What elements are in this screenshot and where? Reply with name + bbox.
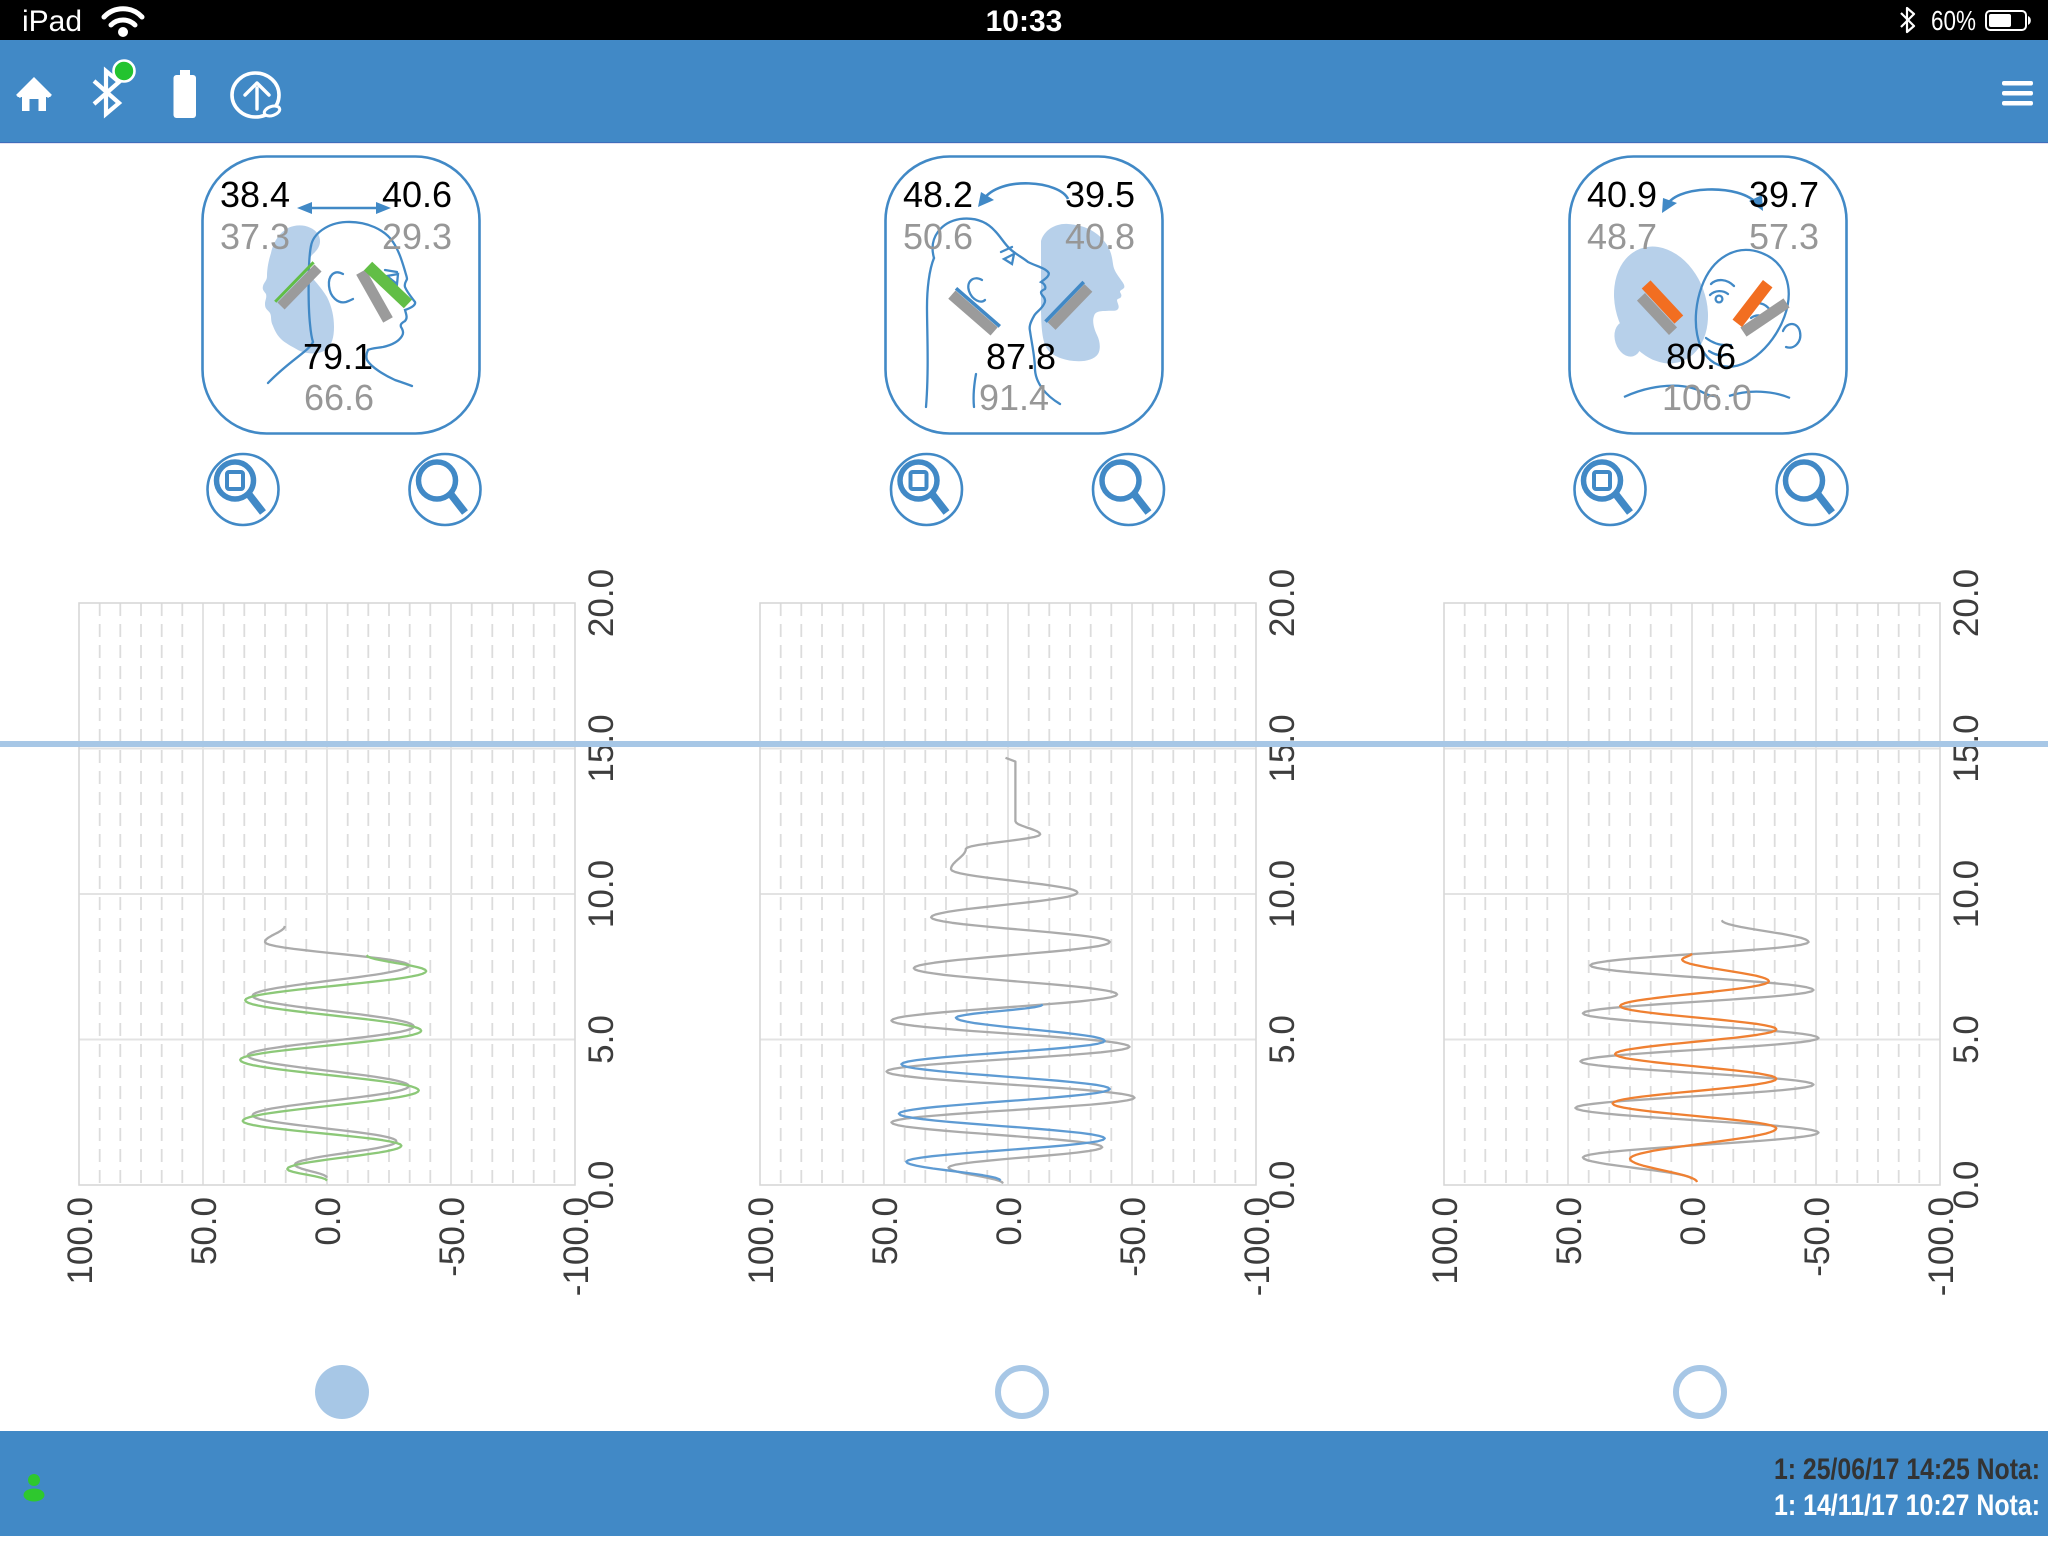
svg-text:50.0: 50.0 [185, 1197, 224, 1265]
svg-text:-50.0: -50.0 [433, 1197, 472, 1277]
svg-text:87.8: 87.8 [986, 336, 1056, 377]
svg-text:0.0: 0.0 [1947, 1161, 1986, 1210]
svg-text:1: 14/11/17 10:27 Nota:: 1: 14/11/17 10:27 Nota: [1774, 1489, 2040, 1522]
svg-text:39.5: 39.5 [1065, 174, 1135, 215]
svg-text:38.4: 38.4 [220, 174, 290, 215]
svg-text:50.0: 50.0 [866, 1197, 905, 1265]
svg-text:80.6: 80.6 [1666, 336, 1736, 377]
svg-text:50.6: 50.6 [903, 216, 973, 257]
svg-text:100.0: 100.0 [742, 1197, 781, 1285]
svg-text:15.0: 15.0 [1947, 714, 1986, 782]
svg-text:0.0: 0.0 [582, 1161, 621, 1210]
svg-text:37.3: 37.3 [220, 216, 290, 257]
svg-text:0.0: 0.0 [1263, 1161, 1302, 1210]
svg-text:48.7: 48.7 [1587, 216, 1657, 257]
svg-text:66.6: 66.6 [304, 377, 374, 418]
svg-text:15.0: 15.0 [582, 714, 621, 782]
svg-text:100.0: 100.0 [61, 1197, 100, 1285]
svg-text:57.3: 57.3 [1749, 216, 1819, 257]
svg-text:-50.0: -50.0 [1114, 1197, 1153, 1277]
svg-text:50.0: 50.0 [1550, 1197, 1589, 1265]
svg-text:29.3: 29.3 [382, 216, 452, 257]
svg-text:5.0: 5.0 [582, 1015, 621, 1064]
svg-text:0.0: 0.0 [990, 1197, 1029, 1246]
svg-text:-100.0: -100.0 [557, 1197, 596, 1296]
svg-text:-100.0: -100.0 [1922, 1197, 1961, 1296]
svg-text:10:33: 10:33 [986, 5, 1063, 38]
svg-text:100.0: 100.0 [1426, 1197, 1465, 1285]
svg-text:-50.0: -50.0 [1798, 1197, 1837, 1277]
svg-text:40.6: 40.6 [382, 174, 452, 215]
svg-text:1: 25/06/17 14:25 Nota:: 1: 25/06/17 14:25 Nota: [1774, 1453, 2040, 1486]
svg-text:39.7: 39.7 [1749, 174, 1819, 215]
svg-text:10.0: 10.0 [582, 860, 621, 928]
svg-text:15.0: 15.0 [1263, 714, 1302, 782]
svg-text:10.0: 10.0 [1947, 860, 1986, 928]
svg-text:106.0: 106.0 [1662, 377, 1752, 418]
svg-text:60%: 60% [1931, 5, 1976, 36]
svg-text:5.0: 5.0 [1947, 1015, 1986, 1064]
svg-text:iPad: iPad [22, 5, 82, 38]
svg-text:79.1: 79.1 [303, 336, 373, 377]
svg-text:48.2: 48.2 [903, 174, 973, 215]
svg-text:20.0: 20.0 [1263, 569, 1302, 637]
svg-text:20.0: 20.0 [1947, 569, 1986, 637]
svg-text:-100.0: -100.0 [1238, 1197, 1277, 1296]
svg-text:40.9: 40.9 [1587, 174, 1657, 215]
svg-text:5.0: 5.0 [1263, 1015, 1302, 1064]
svg-text:0.0: 0.0 [309, 1197, 348, 1246]
svg-text:10.0: 10.0 [1263, 860, 1302, 928]
svg-text:91.4: 91.4 [979, 377, 1049, 418]
svg-text:0.0: 0.0 [1674, 1197, 1713, 1246]
svg-text:20.0: 20.0 [582, 569, 621, 637]
svg-text:40.8: 40.8 [1065, 216, 1135, 257]
